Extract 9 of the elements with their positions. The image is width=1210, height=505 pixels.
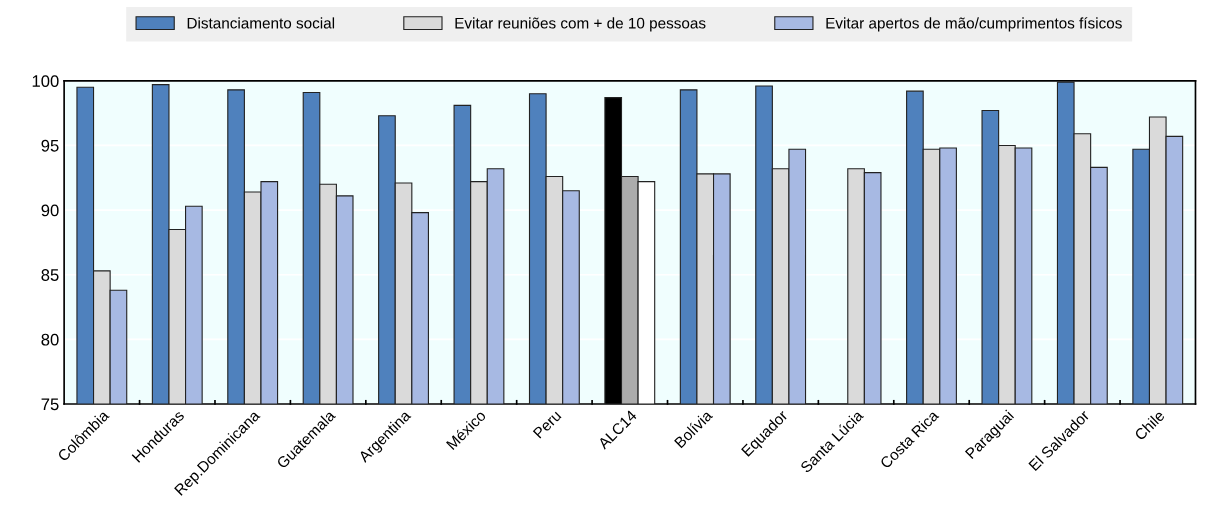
- legend-label: Evitar reuniões com + de 10 pessoas: [455, 17, 706, 32]
- y-tick-label: 75: [41, 398, 59, 411]
- y-tick-label: 90: [41, 204, 59, 217]
- y-tick-label: 85: [41, 269, 59, 281]
- legend-label: Evitar apertos de mão/cumprimentos físicos: [826, 17, 1122, 32]
- y-tick-label: 95: [41, 139, 59, 152]
- y-tick-label: 100: [32, 75, 59, 87]
- y-tick-label: 80: [41, 333, 59, 346]
- legend-label: Distanciamento social: [187, 17, 335, 29]
